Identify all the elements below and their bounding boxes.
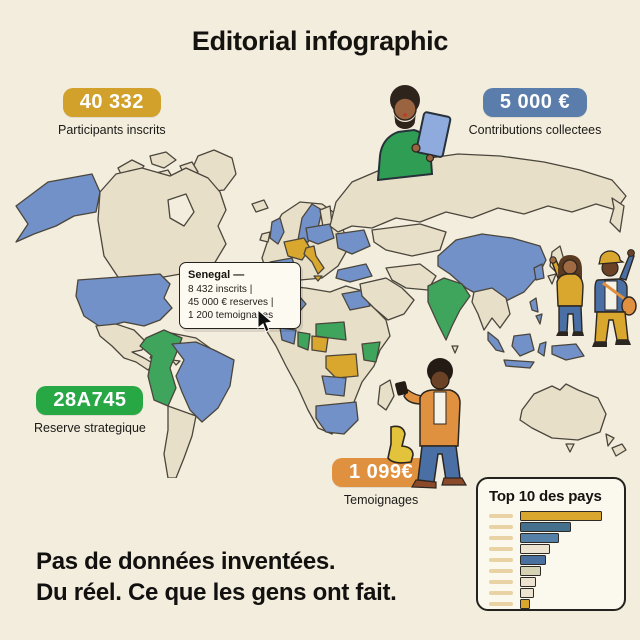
illustration-man-with-tablet	[376, 85, 452, 182]
top10-rows	[489, 511, 613, 609]
chart-bar	[520, 588, 534, 598]
country-china[interactable]	[437, 233, 547, 303]
tooltip-line: 8 432 inscrits |	[188, 284, 253, 295]
country-argentina	[163, 405, 197, 478]
chart-row	[489, 522, 613, 532]
chart-row	[489, 511, 613, 521]
country-madagascar	[377, 379, 395, 411]
country-kenya[interactable]	[361, 341, 381, 363]
stat-temoignages: 1 099€ Temoignages	[332, 458, 431, 507]
contributions-badge: 5 000 €	[482, 88, 588, 117]
illustration-man-orange-jacket	[395, 358, 468, 489]
phone-icon	[395, 381, 409, 396]
chart-row	[489, 533, 613, 543]
country-usa[interactable]	[75, 273, 173, 329]
country-indonesia[interactable]	[487, 331, 505, 353]
country-philippines	[529, 297, 539, 313]
chart-bar	[520, 544, 550, 554]
chart-bar	[520, 577, 536, 587]
chart-category-dash	[489, 525, 513, 529]
country-nigeria[interactable]	[311, 335, 329, 353]
chart-bar	[520, 599, 530, 609]
chart-category-dash	[489, 547, 513, 551]
chart-row	[489, 577, 613, 587]
stat-reserve: 28A745 Reserve strategique	[34, 386, 146, 435]
country-ukraine[interactable]	[335, 229, 371, 255]
country-ghana[interactable]	[297, 331, 311, 351]
footer-text: Pas de données inventées. Du réel. Ce qu…	[36, 546, 397, 608]
stat-participants: 40 332 Participants inscrits	[58, 88, 166, 137]
country-germany-poland[interactable]	[305, 223, 335, 245]
contributions-label: Contributions collectees	[468, 123, 602, 137]
country-italy[interactable]	[303, 245, 325, 275]
chart-row	[489, 544, 613, 554]
chart-bar	[520, 555, 546, 565]
stat-contributions: 5 000 € Contributions collectees	[460, 88, 610, 137]
footer-line-1: Pas de données inventées.	[36, 548, 336, 575]
shoulder-bag-icon	[621, 296, 637, 316]
chart-category-dash	[489, 591, 513, 595]
chart-bar	[520, 533, 559, 543]
mouse-cursor-icon	[257, 310, 274, 333]
country-mexico	[95, 323, 155, 371]
chart-row	[489, 566, 613, 576]
country-india[interactable]	[427, 277, 471, 341]
temoignages-label: Temoignages	[343, 493, 419, 507]
map-tooltip: Senegal — 8 432 inscrits | 45 000 € rese…	[179, 262, 301, 329]
reserve-label: Reserve strategique	[34, 421, 146, 435]
hudson-bay	[167, 193, 195, 227]
chart-category-dash	[489, 569, 513, 573]
temoignages-badge: 1 099€	[332, 458, 431, 487]
top10-title: Top 10 des pays	[489, 488, 602, 505]
tooltip-country: Senegal —	[188, 269, 245, 281]
country-kazakhstan	[371, 223, 447, 257]
chart-row	[489, 555, 613, 565]
country-uk[interactable]	[269, 217, 285, 245]
country-canada	[97, 167, 227, 281]
chart-category-dash	[489, 514, 513, 518]
country-drc[interactable]	[325, 353, 359, 379]
country-new-zealand	[605, 433, 615, 447]
footer-line-2: Du réel. Ce que les gens ont fait.	[36, 579, 397, 607]
tablet-icon	[415, 111, 452, 158]
participants-badge: 40 332	[62, 88, 161, 117]
chart-category-dash	[489, 536, 513, 540]
country-new-guinea	[551, 343, 585, 361]
country-turkey[interactable]	[335, 263, 373, 283]
country-guinea[interactable]	[279, 327, 297, 345]
country-arabia	[359, 277, 415, 321]
chart-category-dash	[489, 558, 513, 562]
page-title: Editorial infographic	[191, 26, 449, 56]
country-australia	[519, 383, 607, 441]
country-brazil[interactable]	[171, 341, 235, 423]
chart-category-dash	[489, 580, 513, 584]
reserve-badge: 28A745	[36, 386, 144, 415]
country-south-africa[interactable]	[315, 401, 359, 435]
countries-andes[interactable]	[139, 329, 183, 407]
tooltip-line: 1 200 temoignages	[188, 310, 274, 321]
yellow-chair-prop	[387, 425, 414, 464]
tooltip-line: 45 000 € reserves |	[188, 297, 274, 308]
country-alaska[interactable]	[15, 173, 101, 243]
illustration-couple	[549, 249, 637, 347]
world-map[interactable]	[0, 148, 640, 478]
chart-bar	[520, 566, 541, 576]
country-korea[interactable]	[533, 263, 545, 281]
top10-panel: Top 10 des pays	[476, 477, 626, 611]
chart-bar	[520, 522, 571, 532]
chart-row	[489, 599, 613, 609]
country-indochina	[471, 287, 511, 331]
chart-category-dash	[489, 602, 513, 606]
chart-bar	[520, 511, 602, 521]
participants-label: Participants inscrits	[58, 123, 166, 137]
chart-row	[489, 588, 613, 598]
country-sahel[interactable]	[315, 321, 347, 341]
country-angola[interactable]	[321, 375, 347, 397]
